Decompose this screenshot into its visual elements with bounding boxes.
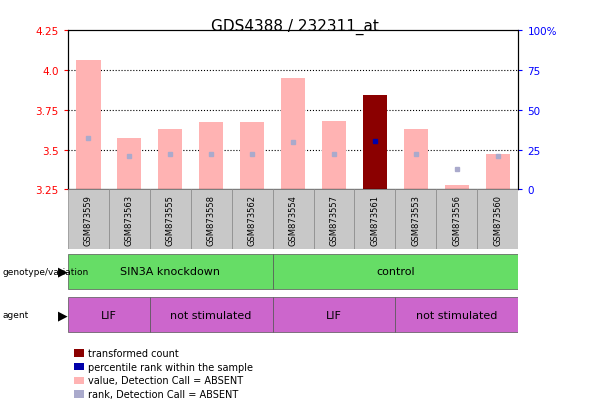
- Bar: [150, 190, 191, 250]
- Bar: [322, 121, 346, 190]
- Text: GSM873553: GSM873553: [411, 195, 421, 245]
- Bar: [240, 123, 264, 190]
- Bar: [313, 190, 355, 250]
- Bar: [355, 190, 395, 250]
- Text: GDS4388 / 232311_at: GDS4388 / 232311_at: [210, 19, 379, 35]
- Text: GSM873561: GSM873561: [370, 195, 379, 245]
- Text: value, Detection Call = ABSENT: value, Detection Call = ABSENT: [88, 375, 243, 385]
- Bar: [273, 254, 518, 289]
- Text: GSM873557: GSM873557: [329, 195, 339, 245]
- Text: LIF: LIF: [101, 310, 117, 320]
- Bar: [117, 139, 141, 190]
- Bar: [158, 130, 183, 190]
- Text: GSM873562: GSM873562: [247, 195, 257, 245]
- Bar: [231, 190, 273, 250]
- Text: agent: agent: [3, 311, 29, 319]
- Text: not stimulated: not stimulated: [416, 310, 498, 320]
- Bar: [273, 297, 395, 332]
- Text: GSM873554: GSM873554: [289, 195, 297, 245]
- Text: genotype/variation: genotype/variation: [3, 267, 89, 276]
- Text: GSM873560: GSM873560: [494, 195, 502, 245]
- Text: transformed count: transformed count: [88, 348, 178, 358]
- Bar: [445, 185, 469, 190]
- Text: SIN3A knockdown: SIN3A knockdown: [120, 266, 220, 277]
- Bar: [436, 190, 477, 250]
- Text: GSM873555: GSM873555: [166, 195, 175, 245]
- Text: GSM873563: GSM873563: [125, 195, 134, 245]
- Text: GSM873558: GSM873558: [207, 195, 216, 245]
- Text: percentile rank within the sample: percentile rank within the sample: [88, 362, 253, 372]
- Bar: [403, 130, 428, 190]
- Bar: [395, 190, 436, 250]
- Bar: [395, 297, 518, 332]
- Text: rank, Detection Call = ABSENT: rank, Detection Call = ABSENT: [88, 389, 238, 399]
- Text: ▶: ▶: [58, 309, 68, 321]
- Bar: [109, 190, 150, 250]
- Bar: [281, 78, 305, 190]
- Bar: [68, 254, 273, 289]
- Text: not stimulated: not stimulated: [170, 310, 252, 320]
- Text: control: control: [376, 266, 415, 277]
- Bar: [485, 155, 510, 190]
- Bar: [68, 297, 150, 332]
- Text: GSM873559: GSM873559: [84, 195, 92, 245]
- Bar: [477, 190, 518, 250]
- Bar: [273, 190, 313, 250]
- Bar: [199, 123, 223, 190]
- Bar: [76, 61, 101, 190]
- Bar: [363, 96, 387, 190]
- Bar: [150, 297, 273, 332]
- Bar: [191, 190, 231, 250]
- Text: LIF: LIF: [326, 310, 342, 320]
- Bar: [68, 190, 109, 250]
- Text: GSM873556: GSM873556: [452, 195, 461, 245]
- Text: ▶: ▶: [58, 265, 68, 278]
